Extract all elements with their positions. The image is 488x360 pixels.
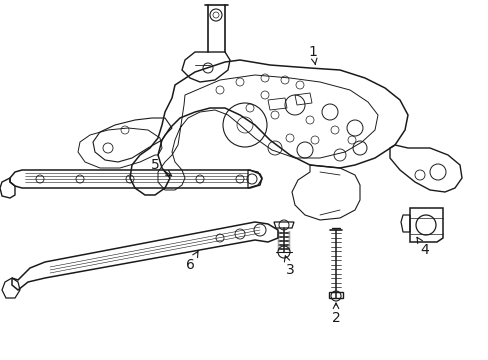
Text: 6: 6 — [185, 252, 198, 272]
Text: 1: 1 — [308, 45, 317, 65]
Text: 2: 2 — [331, 303, 340, 325]
Text: 5: 5 — [150, 158, 171, 176]
Text: 4: 4 — [416, 237, 428, 257]
Text: 3: 3 — [284, 256, 294, 277]
